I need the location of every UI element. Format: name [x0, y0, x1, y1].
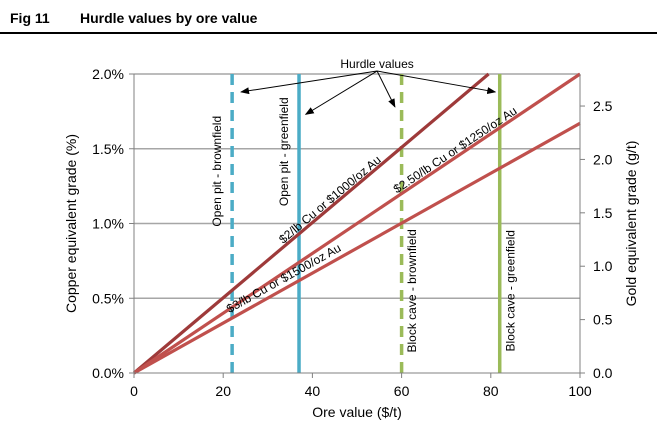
- hurdle-annotation: Hurdle values: [240, 57, 497, 115]
- axes: [129, 73, 585, 378]
- hurdle-label-1: Open pit - greenfield: [277, 97, 291, 206]
- x-tick-label-5: 100: [568, 383, 592, 399]
- series-label-0: $2/lb Cu or $1000/oz Au: [276, 153, 384, 247]
- header-rule: [0, 32, 657, 34]
- y-right-tick-label-3: 1.5: [593, 205, 613, 221]
- y-tick-label-1: 0.5%: [92, 290, 124, 306]
- hurdle-label-0: Open pit - brownfield: [210, 116, 224, 227]
- series-line-1: [133, 72, 581, 375]
- chart-labels: 0.0% 0.5% 1.0% 1.5% 2.0% 0.0 0.5 1.0 1.5 2.0 2.5 0 2…: [63, 66, 639, 420]
- figure-number: Fig 11: [10, 10, 50, 26]
- series-line-0: [132, 72, 490, 375]
- x-tick-label-3: 60: [394, 383, 410, 399]
- hurdle-label-3: Block cave - greenfield: [503, 230, 517, 351]
- x-tick-label-0: 0: [130, 383, 138, 399]
- x-tick-label-2: 40: [305, 383, 321, 399]
- y-right-tick-label-4: 2.0: [593, 151, 613, 167]
- x-tick-label-4: 80: [483, 383, 499, 399]
- y-tick-label-0: 0.0%: [92, 365, 124, 381]
- y-right-tick-label-5: 2.5: [593, 98, 613, 114]
- y-right-tick-label-2: 1.0: [593, 258, 613, 274]
- y-axis-label-right: Gold equivalent grade (g/t): [623, 141, 639, 307]
- y-tick-label-2: 1.0%: [92, 216, 124, 232]
- hurdle-label-2: Block cave - brownfield: [405, 229, 419, 352]
- figure-title: Hurdle values by ore value: [80, 10, 258, 26]
- hurdle-arrow-3: [376, 70, 497, 94]
- y-right-tick-label-1: 0.5: [593, 312, 613, 328]
- figure-header: Fig 11 Hurdle values by ore value: [0, 0, 657, 36]
- hurdle-arrow-2: [376, 70, 396, 108]
- y-axis-label-left: Copper equivalent grade (%): [63, 134, 79, 313]
- y-tick-label-3: 1.5%: [92, 141, 124, 157]
- x-axis-label: Ore value ($/t): [312, 404, 401, 420]
- x-tick-label-1: 20: [215, 383, 231, 399]
- series-label-2: $3/lb Cu or $1500/oz Au: [224, 241, 343, 316]
- hurdle-arrow-0: [240, 70, 378, 95]
- hurdle-arrow-1: [304, 70, 378, 115]
- series-line-2: [133, 121, 581, 375]
- hurdle-annotation-label: Hurdle values: [340, 57, 413, 71]
- y-tick-label-4: 2.0%: [92, 66, 124, 82]
- series-lines: [132, 72, 581, 375]
- y-right-tick-label-0: 0.0: [593, 365, 613, 381]
